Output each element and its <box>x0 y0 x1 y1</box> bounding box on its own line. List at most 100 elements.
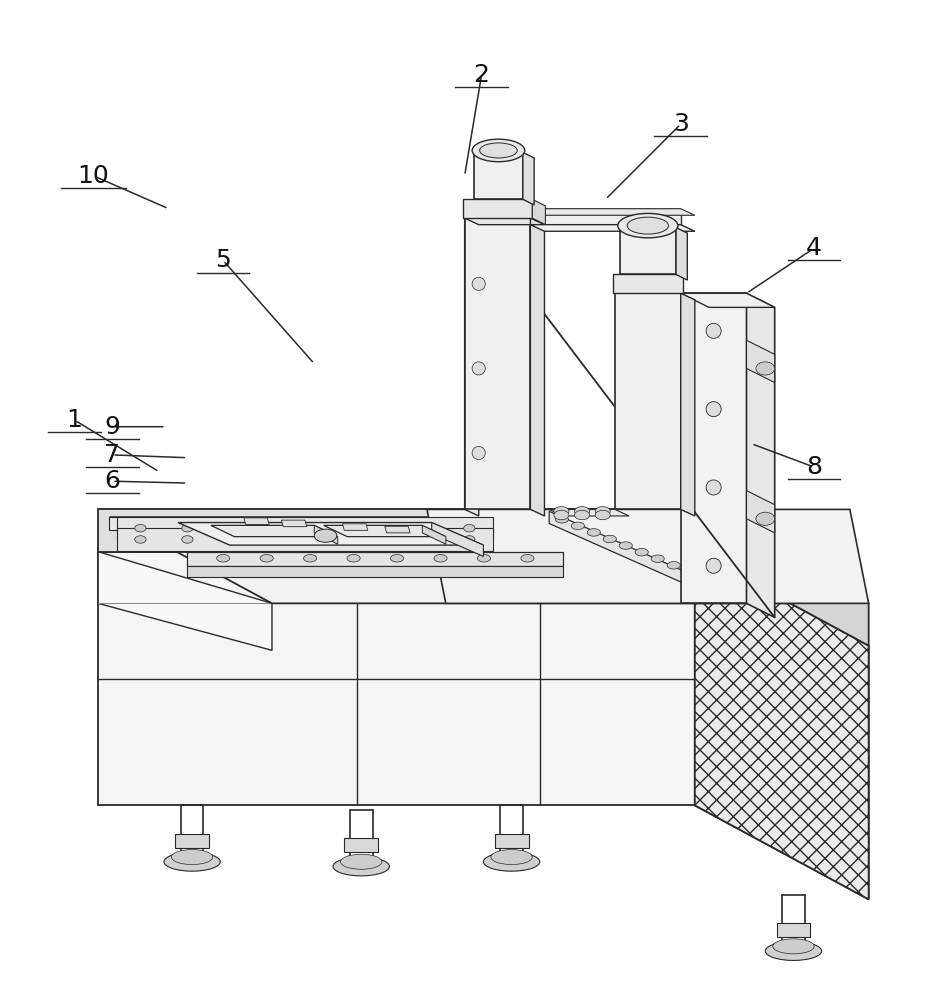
Polygon shape <box>495 834 528 848</box>
Polygon shape <box>109 517 512 530</box>
Polygon shape <box>282 520 307 527</box>
Text: 8: 8 <box>806 455 822 479</box>
Ellipse shape <box>756 362 775 375</box>
Polygon shape <box>117 528 493 551</box>
Polygon shape <box>188 566 563 577</box>
Polygon shape <box>746 340 775 383</box>
Ellipse shape <box>417 524 428 532</box>
Ellipse shape <box>483 852 539 871</box>
Polygon shape <box>695 552 868 899</box>
Ellipse shape <box>706 323 721 338</box>
Ellipse shape <box>172 850 212 865</box>
Polygon shape <box>175 834 209 848</box>
Ellipse shape <box>684 568 696 576</box>
Polygon shape <box>523 152 534 205</box>
Polygon shape <box>465 218 544 225</box>
Ellipse shape <box>520 555 534 562</box>
Ellipse shape <box>217 555 229 562</box>
Polygon shape <box>465 209 695 215</box>
Ellipse shape <box>472 446 485 460</box>
Text: 5: 5 <box>215 248 231 272</box>
Ellipse shape <box>554 510 569 520</box>
Ellipse shape <box>706 480 721 495</box>
Ellipse shape <box>574 510 590 520</box>
Ellipse shape <box>651 555 665 562</box>
Ellipse shape <box>135 524 146 532</box>
Polygon shape <box>465 218 530 509</box>
Polygon shape <box>681 293 746 603</box>
Text: 3: 3 <box>673 112 688 136</box>
Ellipse shape <box>464 524 475 532</box>
Ellipse shape <box>370 524 381 532</box>
Polygon shape <box>746 293 775 617</box>
Text: 9: 9 <box>104 415 120 439</box>
Polygon shape <box>549 511 719 599</box>
Ellipse shape <box>228 536 240 543</box>
Ellipse shape <box>587 529 600 536</box>
Ellipse shape <box>391 555 404 562</box>
Polygon shape <box>681 293 775 307</box>
Ellipse shape <box>472 139 525 162</box>
Polygon shape <box>314 525 337 544</box>
Ellipse shape <box>595 507 611 516</box>
Polygon shape <box>613 274 683 293</box>
Ellipse shape <box>595 510 611 520</box>
Ellipse shape <box>333 857 390 876</box>
Polygon shape <box>126 521 563 554</box>
Ellipse shape <box>340 854 382 869</box>
Polygon shape <box>323 525 446 537</box>
Polygon shape <box>188 552 563 566</box>
Polygon shape <box>530 218 544 516</box>
Text: 10: 10 <box>78 164 109 188</box>
Polygon shape <box>549 509 629 516</box>
Polygon shape <box>615 293 681 509</box>
Ellipse shape <box>417 536 428 543</box>
Text: 7: 7 <box>104 443 120 467</box>
Polygon shape <box>422 525 446 544</box>
Ellipse shape <box>619 542 632 549</box>
Ellipse shape <box>472 362 485 375</box>
Polygon shape <box>746 491 775 533</box>
Ellipse shape <box>554 507 569 516</box>
Ellipse shape <box>667 562 681 569</box>
Polygon shape <box>178 523 483 545</box>
Polygon shape <box>427 509 868 603</box>
Ellipse shape <box>322 524 334 532</box>
Ellipse shape <box>706 558 721 573</box>
Ellipse shape <box>556 516 569 523</box>
Polygon shape <box>463 199 532 218</box>
Polygon shape <box>695 509 868 646</box>
Polygon shape <box>344 838 378 852</box>
Text: 4: 4 <box>806 236 822 260</box>
Polygon shape <box>532 199 545 225</box>
Polygon shape <box>620 227 676 274</box>
Polygon shape <box>210 525 337 537</box>
Polygon shape <box>474 152 523 199</box>
Ellipse shape <box>303 555 317 562</box>
Polygon shape <box>431 523 483 556</box>
Polygon shape <box>99 552 272 650</box>
Polygon shape <box>695 552 868 899</box>
Ellipse shape <box>765 942 822 960</box>
Text: 2: 2 <box>473 63 489 87</box>
Polygon shape <box>465 209 479 516</box>
Polygon shape <box>530 225 695 231</box>
Ellipse shape <box>182 524 193 532</box>
Ellipse shape <box>706 402 721 417</box>
Polygon shape <box>342 524 368 530</box>
Ellipse shape <box>276 524 287 532</box>
Text: 6: 6 <box>104 469 120 493</box>
Ellipse shape <box>756 512 775 525</box>
Polygon shape <box>244 518 269 524</box>
Ellipse shape <box>464 536 475 543</box>
Ellipse shape <box>618 213 678 238</box>
Ellipse shape <box>699 575 712 582</box>
Polygon shape <box>99 509 868 603</box>
Polygon shape <box>99 509 695 552</box>
Ellipse shape <box>135 536 146 543</box>
Ellipse shape <box>628 217 668 234</box>
Ellipse shape <box>434 555 447 562</box>
Text: 1: 1 <box>66 408 82 432</box>
Ellipse shape <box>182 536 193 543</box>
Ellipse shape <box>164 852 220 871</box>
